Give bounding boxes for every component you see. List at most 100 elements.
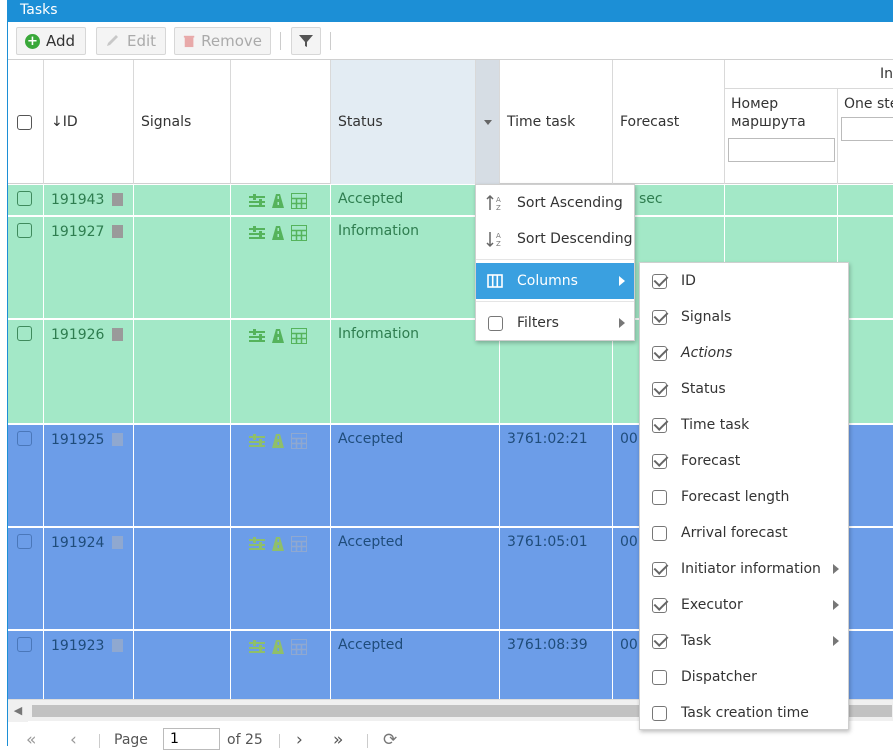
column-toggle-item[interactable]: Forecast length: [640, 479, 848, 515]
edit-button[interactable]: Edit: [96, 27, 166, 55]
next-page-icon[interactable]: ›: [296, 730, 303, 750]
column-toggle-checkbox[interactable]: [651, 561, 667, 577]
row-checkbox[interactable]: [17, 431, 32, 446]
svg-text:A: A: [496, 196, 501, 204]
road-icon[interactable]: [269, 434, 287, 448]
column-toggle-label: Initiator information: [681, 561, 821, 577]
copy-icon[interactable]: [112, 225, 124, 238]
last-page-icon[interactable]: »: [333, 730, 344, 750]
remove-button[interactable]: Remove: [174, 27, 271, 55]
scroll-left-icon[interactable]: ◀: [8, 700, 28, 722]
column-toggle-checkbox[interactable]: [651, 345, 667, 361]
road-icon[interactable]: [269, 226, 287, 240]
row-checkbox[interactable]: [17, 637, 32, 652]
column-toggle-checkbox[interactable]: [651, 309, 667, 325]
filter-button[interactable]: [291, 27, 321, 55]
road-icon[interactable]: [269, 194, 287, 208]
calculator-icon[interactable]: [291, 225, 307, 241]
road-icon[interactable]: [269, 329, 287, 343]
copy-icon[interactable]: [112, 328, 124, 341]
copy-icon[interactable]: [112, 639, 124, 652]
column-header-id[interactable]: ↓ ID: [44, 60, 134, 184]
row-checkbox[interactable]: [17, 191, 32, 206]
row-checkbox[interactable]: [17, 326, 32, 341]
add-button[interactable]: + Add: [16, 27, 86, 55]
checkbox-icon: [650, 416, 668, 434]
one-step-filter-input[interactable]: [841, 117, 893, 141]
menu-item-filters[interactable]: Filters: [476, 305, 634, 341]
column-toggle-checkbox[interactable]: [651, 273, 667, 289]
column-toggle-item[interactable]: Initiator information: [640, 551, 848, 587]
column-toggle-item[interactable]: Forecast: [640, 443, 848, 479]
column-toggle-item[interactable]: Task: [640, 623, 848, 659]
refresh-icon[interactable]: ⟳: [383, 730, 398, 750]
column-toggle-item[interactable]: Arrival forecast: [640, 515, 848, 551]
page-number-input[interactable]: [163, 728, 220, 750]
column-toggle-checkbox[interactable]: [651, 705, 667, 721]
table-row[interactable]: 191943 Accepted sec: [8, 185, 893, 216]
column-header-actions[interactable]: [231, 60, 331, 184]
page-label: Page: [114, 732, 148, 748]
column-toggle-label: Time task: [681, 417, 750, 433]
id-cell: 191923: [44, 631, 134, 699]
row-select-cell[interactable]: [8, 425, 44, 526]
row-select-cell[interactable]: [8, 320, 44, 423]
sliders-icon[interactable]: [249, 434, 265, 448]
column-header-signals[interactable]: Signals: [134, 60, 231, 184]
column-toggle-checkbox[interactable]: [651, 417, 667, 433]
actions-cell: [231, 528, 331, 629]
calculator-icon[interactable]: [291, 433, 307, 449]
calculator-icon[interactable]: [291, 639, 307, 655]
column-header-forecast[interactable]: Forecast: [613, 60, 725, 184]
menu-item-columns[interactable]: Columns: [476, 263, 634, 299]
copy-icon[interactable]: [112, 536, 124, 549]
select-all-checkbox[interactable]: [17, 114, 32, 130]
row-checkbox[interactable]: [17, 223, 32, 238]
column-toggle-checkbox[interactable]: [651, 669, 667, 685]
row-select-cell[interactable]: [8, 528, 44, 629]
sliders-icon[interactable]: [249, 194, 265, 208]
column-toggle-item[interactable]: Dispatcher: [640, 659, 848, 695]
calculator-icon[interactable]: [291, 193, 307, 209]
row-checkbox[interactable]: [17, 534, 32, 549]
sliders-icon[interactable]: [249, 329, 265, 343]
calculator-icon[interactable]: [291, 328, 307, 344]
column-toggle-item[interactable]: Task creation time: [640, 695, 848, 731]
column-header-time-task[interactable]: Time task: [500, 60, 613, 184]
actions-cell: [231, 320, 331, 423]
column-toggle-checkbox[interactable]: [651, 489, 667, 505]
select-all-header[interactable]: [8, 60, 44, 184]
column-toggle-item[interactable]: Executor: [640, 587, 848, 623]
copy-icon[interactable]: [112, 433, 124, 446]
row-select-cell[interactable]: [8, 631, 44, 699]
prev-page-icon[interactable]: ‹: [70, 730, 77, 750]
column-toggle-item[interactable]: Time task: [640, 407, 848, 443]
sliders-icon[interactable]: [249, 226, 265, 240]
column-toggle-checkbox[interactable]: [651, 633, 667, 649]
column-toggle-checkbox[interactable]: [651, 453, 667, 469]
route-number-filter-input[interactable]: [728, 138, 835, 162]
row-select-cell[interactable]: [8, 185, 44, 215]
road-icon[interactable]: [269, 640, 287, 654]
copy-icon[interactable]: [112, 193, 124, 206]
column-header-route-number[interactable]: Номер маршрута: [725, 89, 838, 184]
column-header-one-step[interactable]: One ste: [838, 89, 893, 184]
row-select-cell[interactable]: [8, 217, 44, 318]
column-toggle-checkbox[interactable]: [651, 525, 667, 541]
column-menu-trigger[interactable]: [476, 60, 500, 184]
column-toggle-item[interactable]: Signals: [640, 299, 848, 335]
road-icon[interactable]: [269, 537, 287, 551]
sliders-icon[interactable]: [249, 537, 265, 551]
column-toggle-checkbox[interactable]: [651, 597, 667, 613]
column-toggle-item[interactable]: ID: [640, 263, 848, 299]
first-page-icon[interactable]: «: [26, 730, 37, 750]
sliders-icon[interactable]: [249, 640, 265, 654]
column-toggle-checkbox[interactable]: [651, 381, 667, 397]
calculator-icon[interactable]: [291, 536, 307, 552]
column-toggle-item[interactable]: Status: [640, 371, 848, 407]
column-toggle-item[interactable]: Actions: [640, 335, 848, 371]
column-toggle-label: Executor: [681, 597, 743, 613]
column-header-status[interactable]: Status: [331, 60, 476, 184]
